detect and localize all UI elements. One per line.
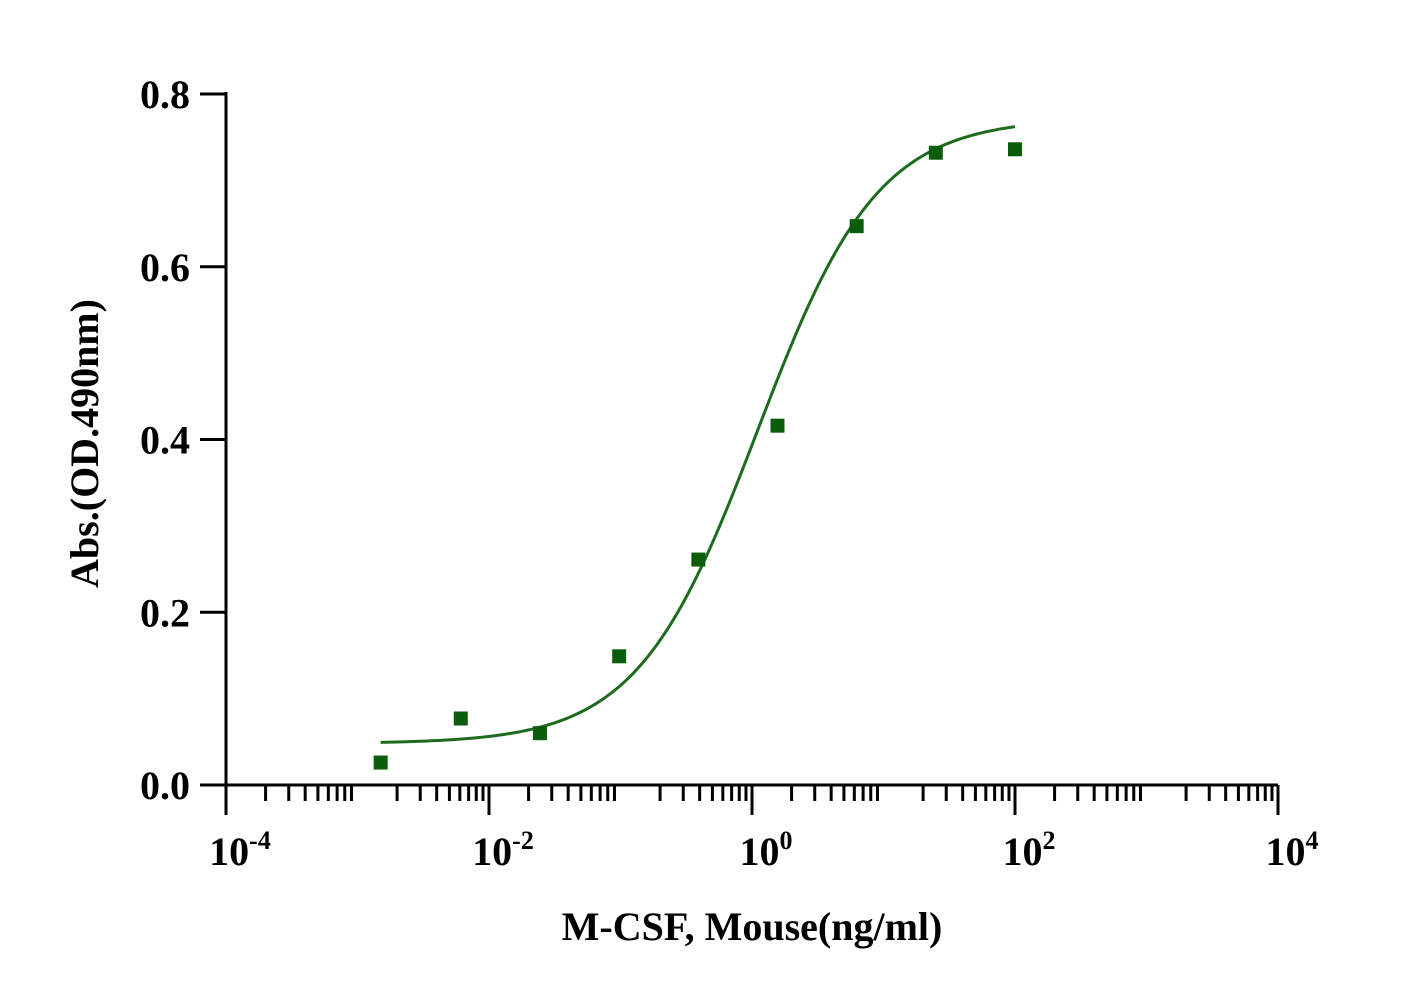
data-markers: [373, 142, 1022, 770]
data-point: [928, 145, 943, 160]
data-point: [532, 726, 547, 741]
data-point: [691, 552, 706, 567]
x-tick-label: 102: [1003, 826, 1056, 874]
data-point: [612, 649, 627, 664]
axes: [224, 92, 1278, 787]
x-tick-label: 10-4: [209, 826, 271, 874]
y-tick-label: 0.6: [140, 245, 190, 290]
x-tick-label: 104: [1266, 826, 1319, 874]
data-point: [1008, 142, 1022, 157]
y-tick-label: 0.2: [140, 590, 190, 635]
fit-curve: [380, 125, 1016, 744]
tick-labels: 0.0 0.2 0.4 0.6 0.8 10-4 10-2 100 102 104: [140, 72, 1319, 874]
x-tick-label: 10-2: [472, 826, 534, 874]
x-tick-label: 100: [740, 826, 793, 874]
data-point: [849, 219, 864, 234]
data-point: [770, 418, 785, 433]
fit-curve-line: [380, 125, 1016, 744]
ticks: [200, 92, 1280, 815]
data-point: [453, 711, 468, 726]
y-tick-label: 0.0: [140, 763, 190, 808]
data-point: [373, 755, 388, 770]
x-axis-title: M-CSF, Mouse(ng/ml): [562, 904, 943, 949]
y-tick-label: 0.8: [140, 72, 190, 117]
y-axis-title: Abs.(OD.490nm): [62, 299, 107, 588]
y-tick-label: 0.4: [140, 418, 190, 463]
